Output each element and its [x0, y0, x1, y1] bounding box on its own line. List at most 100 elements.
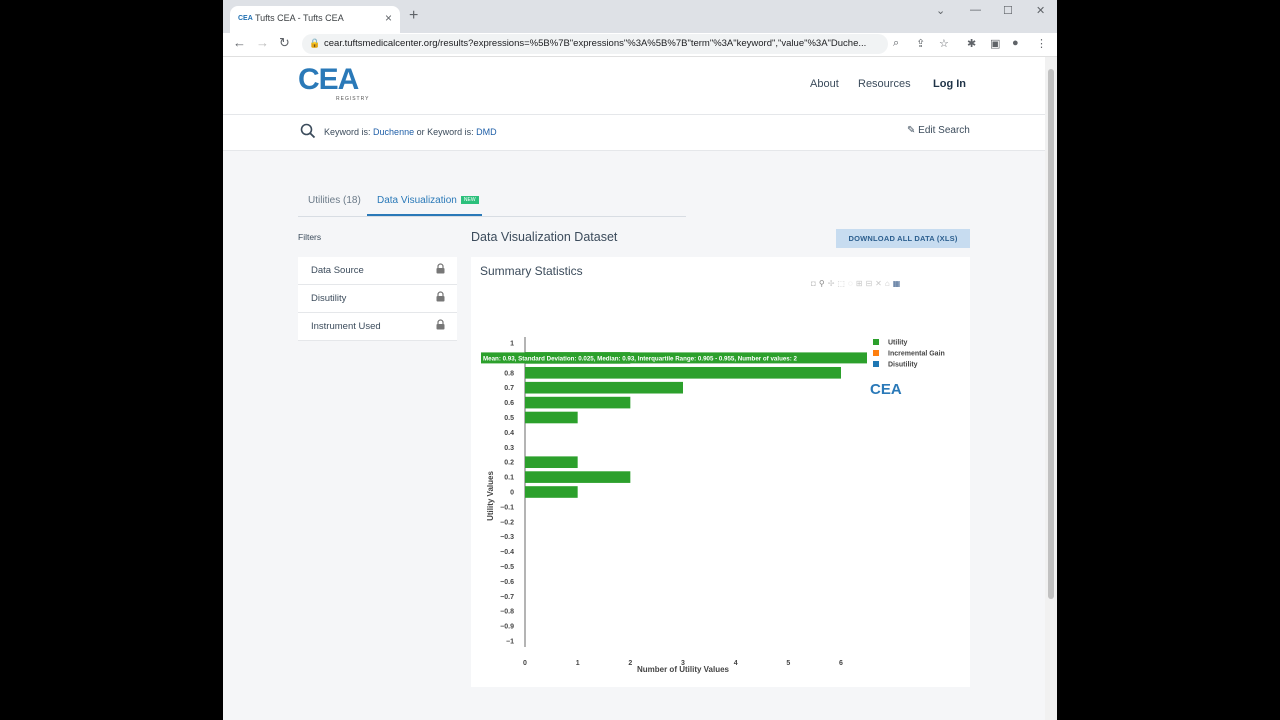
y-tick-label: 0.2: [504, 460, 514, 467]
logo-text: CEA: [298, 63, 359, 96]
search-criteria: Keyword is: Duchenne or Keyword is: DMD: [324, 127, 497, 137]
back-icon[interactable]: ←: [233, 35, 246, 50]
filter-disutility[interactable]: Disutility: [298, 285, 457, 313]
box-select-icon[interactable]: ⬚: [837, 279, 848, 288]
legend-label: Utility: [888, 340, 908, 347]
pencil-icon: ✎: [907, 125, 916, 136]
autoscale-icon[interactable]: ✕: [875, 279, 885, 288]
zoom-tool-icon[interactable]: ⚲: [818, 279, 828, 288]
x-tick-label: 3: [681, 660, 685, 667]
web-page: CEA REGISTRY About Resources Log In Keyw…: [223, 57, 1045, 720]
tab-data-visualization[interactable]: Data Visualization NEW: [377, 195, 479, 206]
y-tick-label: −0.3: [500, 534, 514, 541]
bar-0: [525, 486, 578, 498]
minimize-icon[interactable]: —: [970, 4, 981, 16]
extensions-icon[interactable]: ✱: [967, 38, 977, 50]
filter-instrument-used[interactable]: Instrument Used: [298, 313, 457, 341]
browser-tab[interactable]: CEA Tufts CEA - Tufts CEA ×: [230, 6, 400, 33]
bar-chart: 10.90.80.70.60.50.40.30.20.10−0.1−0.2−0.…: [481, 337, 945, 674]
pan-icon[interactable]: ✢: [827, 279, 838, 288]
filters-title: Filters: [298, 232, 322, 242]
search-term-1: Duchenne: [373, 127, 415, 137]
tab-search-icon[interactable]: ⌄: [936, 5, 946, 17]
bar-0.2: [525, 456, 578, 469]
close-tab-icon[interactable]: ×: [384, 11, 392, 25]
edit-search-button[interactable]: ✎ Edit Search: [907, 125, 970, 136]
chart-modebar: ◘⚲✢⬚◌⊞⊟✕⌂▦: [811, 279, 903, 288]
reload-icon[interactable]: ↻: [279, 35, 290, 50]
x-tick-label: 2: [628, 660, 632, 667]
new-tab-icon[interactable]: +: [409, 7, 419, 24]
hover-tooltip-text: Mean: 0.93, Standard Deviation: 0.025, M…: [483, 355, 798, 362]
bar-0.5: [525, 411, 578, 424]
x-tick-label: 4: [734, 660, 738, 667]
zoom-in-icon[interactable]: ⊞: [855, 279, 866, 288]
y-tick-label: −0.7: [500, 594, 514, 601]
scrollbar-thumb[interactable]: [1048, 69, 1054, 599]
legend-label: Incremental Gain: [888, 351, 945, 358]
hover-tooltip-box: [481, 352, 867, 364]
search-icon: [300, 123, 316, 139]
legend-swatch: [873, 361, 879, 367]
share-icon[interactable]: ⇪: [916, 38, 926, 50]
url-text: cear.tuftsmedicalcenter.org/results?expr…: [324, 38, 867, 49]
address-bar[interactable]: 🔒 cear.tuftsmedicalcenter.org/results?ex…: [302, 34, 888, 54]
nav-resources[interactable]: Resources: [858, 78, 911, 90]
y-tick-label: 1: [510, 341, 514, 348]
profile-icon[interactable]: ●: [1012, 37, 1019, 49]
menu-icon[interactable]: ⋮: [1036, 38, 1047, 50]
y-tick-label: −0.9: [500, 624, 514, 631]
favicon-icon: CEA: [238, 15, 253, 22]
bar-0.7: [525, 381, 683, 394]
maximize-icon[interactable]: ☐: [1003, 5, 1013, 17]
legend-swatch: [873, 339, 879, 345]
filter-data-source[interactable]: Data Source: [298, 257, 457, 285]
bar-0.8: [525, 366, 841, 379]
camera-icon[interactable]: ◘: [811, 279, 819, 288]
y-tick-label: 0.6: [504, 400, 514, 407]
lock-icon: 🔒: [309, 38, 321, 48]
y-tick-label: 0.7: [504, 385, 514, 392]
edit-search-label: Edit Search: [918, 125, 970, 136]
y-tick-label: 0.1: [504, 475, 514, 482]
filter-label: Disutility: [311, 293, 347, 304]
lock-icon: [436, 319, 445, 330]
browser-toolbar: ← → ↻ 🔒 cear.tuftsmedicalcenter.org/resu…: [223, 33, 1057, 57]
cea-logo[interactable]: CEA REGISTRY: [298, 63, 368, 103]
zoom-icon[interactable]: ⌕: [893, 37, 900, 49]
bookmark-star-icon[interactable]: ☆: [939, 38, 949, 50]
download-all-button[interactable]: DOWNLOAD ALL DATA (XLS): [836, 229, 970, 248]
tab-dataviz-label: Data Visualization: [377, 195, 457, 206]
y-tick-label: −0.4: [500, 549, 514, 556]
home-icon[interactable]: ⌂: [884, 279, 893, 288]
new-badge: NEW: [460, 196, 479, 204]
results-tabs: Utilities (18) Data Visualization NEW: [298, 192, 686, 217]
y-tick-label: −1: [506, 639, 514, 646]
plotly-logo-icon[interactable]: ▦: [892, 279, 904, 288]
y-tick-label: 0.5: [504, 415, 514, 422]
legend-swatch: [873, 350, 879, 356]
search-term-2: DMD: [476, 127, 497, 137]
y-tick-label: −0.6: [500, 579, 514, 586]
forward-icon[interactable]: →: [256, 35, 269, 50]
close-window-icon[interactable]: ✕: [1036, 5, 1046, 17]
legend-label: Disutility: [888, 362, 918, 369]
y-tick-label: 0: [510, 490, 514, 497]
zoom-out-icon[interactable]: ⊟: [865, 279, 876, 288]
bar-0.6: [525, 396, 631, 409]
y-axis-title: Utility Values: [486, 471, 495, 521]
y-tick-label: 0.4: [504, 430, 514, 437]
nav-about[interactable]: About: [810, 78, 839, 90]
site-header: CEA REGISTRY About Resources Log In: [223, 57, 1045, 115]
login-link[interactable]: Log In: [933, 78, 966, 90]
active-tab-indicator: [367, 214, 482, 216]
tab-utilities[interactable]: Utilities (18): [308, 195, 361, 206]
lasso-icon[interactable]: ◌: [847, 279, 856, 288]
tab-title: Tufts CEA - Tufts CEA: [255, 13, 344, 23]
x-tick-label: 5: [786, 660, 790, 667]
page-scrollbar[interactable]: [1045, 57, 1057, 720]
side-panel-icon[interactable]: ▣: [990, 38, 1001, 50]
dataset-title: Data Visualization Dataset: [471, 230, 618, 244]
bar-0.1: [525, 471, 631, 483]
legend-cea-logo: CEA: [870, 381, 902, 398]
